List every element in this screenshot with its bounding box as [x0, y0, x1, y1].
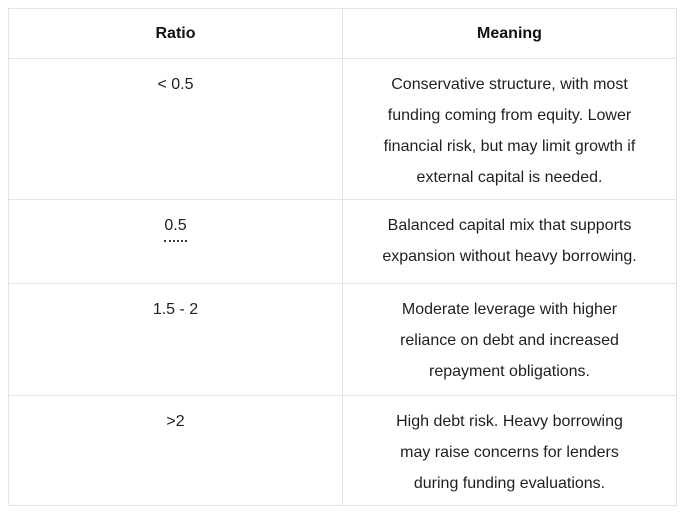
ratio-cell: 1.5 - 2 [8, 283, 343, 396]
ratio-cell: < 0.5 [8, 58, 343, 200]
header-row: Ratio Meaning [8, 8, 677, 59]
column-header-meaning: Meaning [342, 8, 677, 59]
ratio-cell: 0.5 [8, 199, 343, 284]
meaning-text: Conservative structure, with most fundin… [383, 76, 636, 186]
meaning-cell: High debt risk. Heavy borrowing may rais… [342, 395, 677, 506]
ratio-value: >2 [166, 413, 185, 430]
ratio-cell: >2 [8, 395, 343, 506]
table-row: >2 High debt risk. Heavy borrowing may r… [8, 395, 677, 506]
meaning-text: Moderate leverage with higher reliance o… [400, 301, 619, 380]
column-header-ratio: Ratio [8, 8, 343, 59]
meaning-cell: Balanced capital mix that supports expan… [342, 199, 677, 284]
table-row: 0.5 Balanced capital mix that supports e… [8, 199, 677, 284]
table-row: < 0.5 Conservative structure, with most … [8, 58, 677, 200]
table-row: 1.5 - 2 Moderate leverage with higher re… [8, 283, 677, 396]
ratio-value-dotted-term[interactable]: 0.5 [164, 215, 187, 242]
ratio-value: < 0.5 [157, 76, 194, 93]
meaning-text: High debt risk. Heavy borrowing may rais… [396, 413, 623, 492]
ratio-value: 1.5 - 2 [152, 301, 199, 318]
meaning-text: Balanced capital mix that supports expan… [382, 217, 637, 265]
meaning-cell: Conservative structure, with most fundin… [342, 58, 677, 200]
meaning-cell: Moderate leverage with higher reliance o… [342, 283, 677, 396]
ratio-meaning-table: Ratio Meaning < 0.5 Conservative structu… [8, 8, 677, 506]
